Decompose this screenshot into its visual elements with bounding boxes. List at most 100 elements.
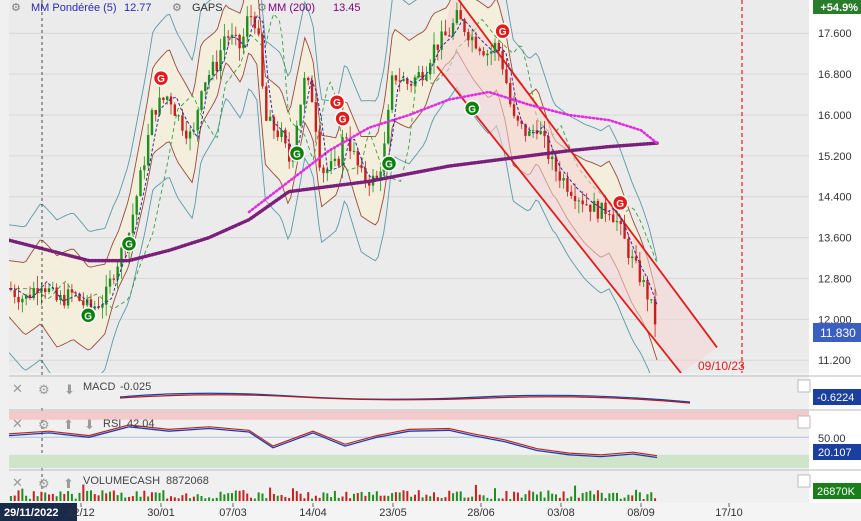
envelope-lower (9, 86, 651, 373)
candle-body (158, 97, 161, 115)
candle-body (112, 278, 116, 280)
volume-bar (89, 490, 92, 501)
gear-icon[interactable]: ⚙ (11, 2, 21, 14)
candle-body (409, 83, 413, 86)
time-tick-label: 22/12 (67, 507, 95, 519)
rsi-level-label: 50.00 (818, 433, 846, 445)
close-icon[interactable]: ✕ (12, 381, 23, 396)
candle-body (63, 294, 66, 306)
candle-body (143, 165, 146, 171)
candle-body (455, 10, 459, 24)
time-tick-label: 03/08 (547, 507, 575, 519)
volume-bar (581, 493, 584, 501)
volume-bar (78, 492, 81, 501)
candle-body (653, 299, 657, 325)
arrow-up-icon[interactable]: ⬆ (63, 417, 74, 432)
gear-icon[interactable]: ⚙ (38, 382, 50, 397)
time-tick-label: 08/09 (627, 507, 655, 519)
candle-body (550, 156, 554, 160)
volume-bar (9, 496, 12, 501)
candle-body (573, 195, 577, 202)
arrow-up-icon[interactable]: ⬆ (63, 476, 74, 491)
close-icon[interactable]: ✕ (12, 475, 23, 490)
volume-bar (109, 491, 112, 501)
volume-bar (177, 498, 180, 501)
volume-bar (455, 491, 458, 501)
gear-icon[interactable]: ⚙ (38, 417, 50, 432)
rsi-axis-value: 20.107 (818, 447, 852, 459)
close-icon[interactable]: ✕ (12, 416, 23, 431)
panel-checkbox[interactable] (797, 474, 811, 488)
volume-bar (642, 498, 645, 501)
candle-body (32, 288, 35, 299)
volume-bar (59, 491, 62, 501)
candle-body (611, 214, 615, 223)
volume-bar (631, 495, 634, 501)
signal-marker (494, 22, 511, 40)
candle-body (413, 77, 417, 86)
volume-bar (474, 484, 477, 501)
volume-bar (551, 493, 554, 501)
candle-body (89, 299, 93, 308)
volume-bar (608, 493, 611, 501)
price-tick-label: 13.600 (818, 233, 852, 245)
signal-marker-label: G (616, 199, 624, 210)
candle-body (463, 19, 466, 33)
cursor-date-label: 29/11/2022 (4, 507, 58, 519)
candle-body (284, 129, 287, 144)
candle-body (185, 130, 188, 139)
volume-bar (501, 498, 504, 501)
signal-marker (120, 235, 138, 252)
volume-bar (638, 492, 641, 501)
time-tick-label: 14/04 (299, 507, 327, 519)
candle-body (554, 156, 558, 172)
arrow-down-icon[interactable]: ⬇ (84, 417, 95, 432)
volume-bar (74, 498, 77, 501)
arrow-down-icon[interactable]: ⬇ (64, 382, 75, 397)
signal-marker (152, 69, 170, 87)
candle-body (226, 36, 230, 38)
volume-bar (265, 498, 268, 501)
volume-bar (82, 484, 85, 501)
candle-body (497, 42, 501, 52)
candle-body (295, 125, 298, 149)
candle-body (9, 288, 13, 291)
horizontal-gridlines (9, 32, 809, 361)
volume-bar (55, 496, 58, 501)
volume-axis-badge (813, 483, 861, 499)
price-tick-label: 11.200 (818, 355, 851, 367)
gear-icon[interactable]: ⚙ (38, 476, 50, 491)
volume-bar (410, 496, 413, 501)
candle-body (333, 158, 337, 162)
panel-checkbox[interactable] (797, 379, 811, 393)
gear-icon[interactable]: ⚙ (172, 2, 182, 14)
projection-date-label: 09/10/23 (698, 359, 745, 373)
rsi-panel (8, 411, 809, 468)
panel-checkbox[interactable] (797, 415, 811, 429)
candle-body (634, 256, 638, 261)
volume-bar (539, 491, 542, 501)
volume-bar (25, 495, 28, 501)
volume-bar (349, 498, 352, 501)
volume-bar (261, 493, 264, 501)
volume-bar (333, 490, 336, 501)
macd-value: -0.025 (120, 381, 151, 393)
gear-icon[interactable]: ⚙ (257, 2, 267, 14)
volume-bar (654, 498, 657, 501)
volume-bar (440, 498, 443, 501)
price-tick-label: 15.200 (818, 151, 852, 163)
volume-bar (303, 498, 306, 501)
volume-bar (70, 493, 73, 501)
signal-marker-label: G (125, 240, 133, 251)
candle-body (493, 42, 497, 52)
candle-body (268, 116, 272, 121)
candle-body (234, 34, 237, 36)
signal-marker-label: G (157, 74, 165, 85)
candle-body (375, 175, 379, 180)
legend-ma-weighted-value: 12.77 (124, 2, 152, 14)
volume-bar (596, 490, 599, 501)
volume-bar (444, 497, 447, 501)
candle-body (539, 131, 542, 134)
volume-bar (478, 494, 481, 501)
